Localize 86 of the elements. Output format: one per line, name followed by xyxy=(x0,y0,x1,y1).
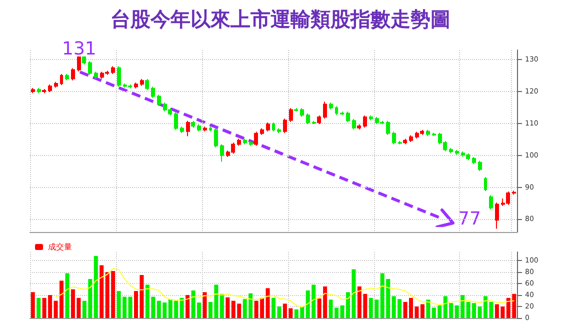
candlestick xyxy=(243,138,247,145)
bar xyxy=(180,298,184,318)
candlestick xyxy=(335,106,338,116)
candlestick xyxy=(94,71,98,80)
candlestick xyxy=(272,122,275,132)
candlestick xyxy=(289,108,293,122)
candlestick xyxy=(197,124,201,132)
bar xyxy=(128,296,132,318)
candlestick xyxy=(346,111,350,123)
candlestick xyxy=(31,87,35,94)
candlestick xyxy=(294,108,298,112)
candlestick xyxy=(478,160,482,172)
candlestick xyxy=(71,68,75,81)
candlestick xyxy=(48,84,52,93)
candlestick xyxy=(237,138,241,146)
candlestick xyxy=(357,124,361,130)
candlestick xyxy=(82,56,86,65)
candlestick xyxy=(174,112,178,130)
candlestick xyxy=(403,138,407,145)
candlestick xyxy=(157,94,161,106)
candlestick xyxy=(88,60,92,76)
candlestick xyxy=(65,73,69,81)
candlestick xyxy=(42,88,46,94)
candlestick xyxy=(134,82,138,89)
candlestick xyxy=(300,108,304,118)
candlestick xyxy=(145,78,149,90)
bar xyxy=(420,304,424,318)
candlestick xyxy=(209,126,212,132)
candlestick xyxy=(449,148,453,154)
candlestick xyxy=(340,111,344,116)
candlestick xyxy=(426,129,430,136)
candlestick xyxy=(117,66,121,88)
candlestick xyxy=(260,128,264,136)
candlestick xyxy=(37,87,41,94)
candlestick xyxy=(323,101,327,120)
candlestick xyxy=(140,78,144,86)
candlestick xyxy=(363,114,367,128)
candlestick xyxy=(266,122,270,132)
candlestick xyxy=(111,66,115,74)
annotation: 131 xyxy=(62,38,96,60)
candlestick xyxy=(254,131,258,146)
candlestick xyxy=(77,56,81,72)
candlestick xyxy=(352,118,356,130)
line-series xyxy=(55,268,515,308)
candlestick xyxy=(180,126,184,134)
candlestick xyxy=(472,156,476,164)
bar xyxy=(426,300,430,318)
candlestick xyxy=(317,114,321,125)
candlestick xyxy=(249,140,253,146)
bar xyxy=(36,298,41,318)
bar xyxy=(30,292,35,318)
bar xyxy=(266,288,270,318)
bar xyxy=(202,292,207,318)
bar xyxy=(100,265,104,318)
candlestick xyxy=(432,132,436,136)
bar xyxy=(186,295,190,318)
candlestick xyxy=(306,113,310,125)
candlestick xyxy=(392,131,396,145)
candlestick xyxy=(191,120,195,128)
candlestick xyxy=(283,118,287,134)
candlestick xyxy=(60,73,63,86)
candlestick xyxy=(455,149,459,156)
candlestick xyxy=(398,140,402,145)
candlestick xyxy=(386,120,390,136)
candlestick xyxy=(329,102,333,110)
candlestick xyxy=(489,194,493,210)
candlestick xyxy=(151,86,155,98)
candlestick xyxy=(312,120,316,125)
candlestick xyxy=(495,202,499,230)
candlestick xyxy=(220,144,224,162)
annotation: 77 xyxy=(458,208,481,230)
bar xyxy=(226,297,230,318)
candlestick xyxy=(277,128,281,134)
legend-label: 成交量 xyxy=(48,242,72,252)
chart-title: 台股今年以來上市運輸類股指數走勢圖 xyxy=(110,7,450,31)
candlestick xyxy=(369,114,373,121)
candlestick xyxy=(512,190,516,196)
candlestick xyxy=(214,128,218,148)
candlestick xyxy=(203,126,207,132)
candlestick xyxy=(186,120,190,137)
candlestick xyxy=(54,81,58,88)
bar xyxy=(94,256,98,318)
bar xyxy=(220,294,224,318)
candlestick xyxy=(484,176,487,192)
candlestick xyxy=(409,134,413,142)
bar xyxy=(65,273,70,318)
